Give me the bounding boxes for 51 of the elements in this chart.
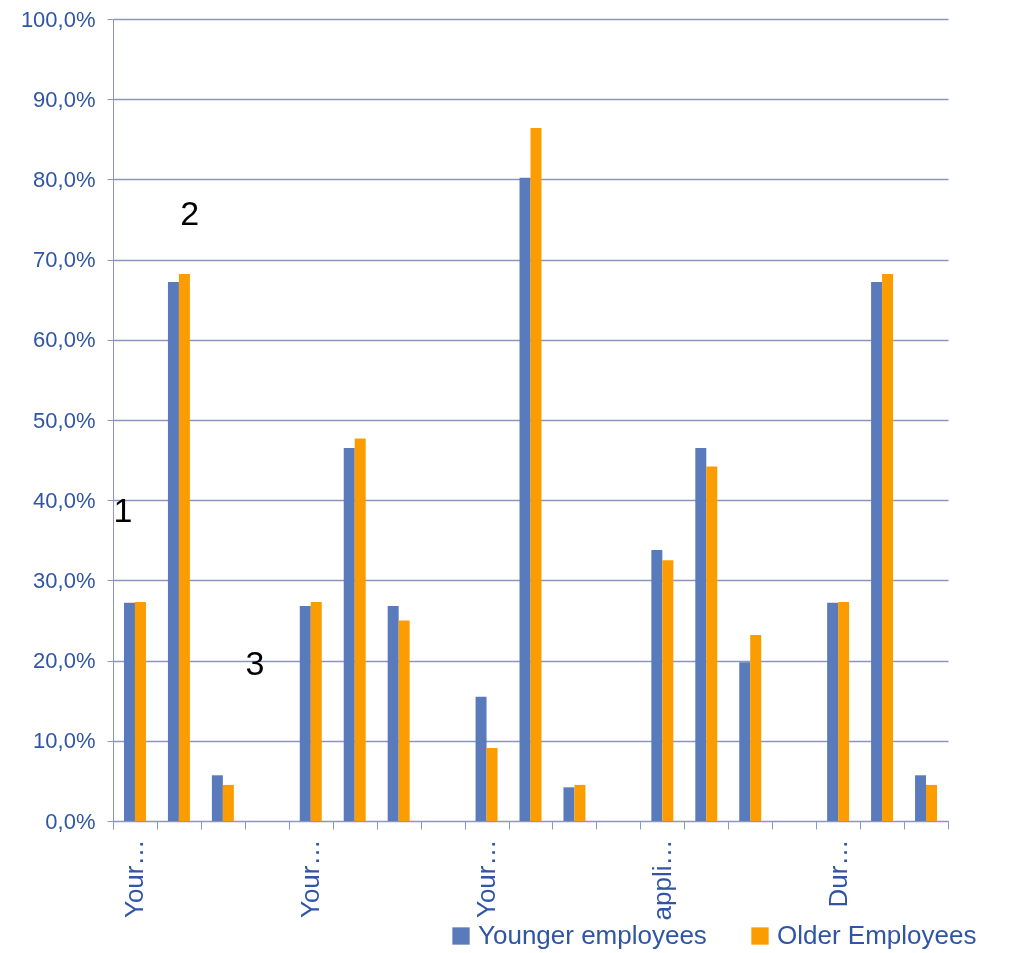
- bar: [662, 560, 674, 821]
- bar: [354, 438, 366, 821]
- bar: [750, 634, 762, 821]
- y-tick-label: 40,0%: [33, 487, 96, 513]
- legend-label: Older Employees: [777, 920, 977, 950]
- y-tick-label: 30,0%: [33, 567, 96, 593]
- bar: [167, 282, 179, 821]
- x-tick-label: Your…: [295, 839, 326, 919]
- x-tick-label: Your…: [119, 839, 150, 919]
- annotation: 2: [180, 194, 200, 233]
- bar: [882, 274, 894, 821]
- bar: [178, 274, 190, 821]
- bar: [398, 620, 410, 821]
- y-tick-label: 60,0%: [33, 327, 96, 353]
- x-tick-label: Dur…: [822, 839, 853, 908]
- y-tick-label: 0,0%: [45, 808, 96, 834]
- y-tick-label: 90,0%: [33, 86, 96, 112]
- bar: [299, 606, 311, 821]
- bar: [739, 662, 751, 821]
- bar: [827, 602, 839, 821]
- annotation: 1: [113, 491, 133, 530]
- bar: [871, 282, 883, 821]
- bar: [651, 549, 663, 821]
- x-tick-label: appli…: [646, 839, 677, 921]
- bar: [343, 448, 355, 821]
- bar: [310, 602, 322, 821]
- bar: [134, 602, 146, 821]
- bar: [519, 177, 531, 821]
- y-tick-label: 80,0%: [33, 166, 96, 192]
- y-tick-label: 70,0%: [33, 247, 96, 273]
- x-tick-label: Your…: [471, 839, 502, 919]
- bar: [211, 775, 223, 821]
- bar: [706, 466, 718, 821]
- bar: [475, 696, 487, 821]
- bar: [387, 606, 399, 821]
- bar: [530, 128, 542, 821]
- y-tick-label: 20,0%: [33, 648, 96, 674]
- legend-label: Younger employees: [478, 920, 707, 950]
- bar: [915, 775, 927, 821]
- bar: [574, 784, 586, 821]
- annotation: 3: [245, 643, 265, 682]
- y-tick-label: 10,0%: [33, 728, 96, 754]
- bar: [222, 784, 234, 821]
- bar: [486, 748, 498, 821]
- bar: [123, 602, 135, 821]
- bar: [695, 448, 707, 821]
- bar: [563, 787, 575, 821]
- y-tick-label: 50,0%: [33, 407, 96, 433]
- bar: [838, 602, 850, 821]
- bar: [926, 784, 938, 821]
- y-tick-label: 100,0%: [20, 6, 96, 32]
